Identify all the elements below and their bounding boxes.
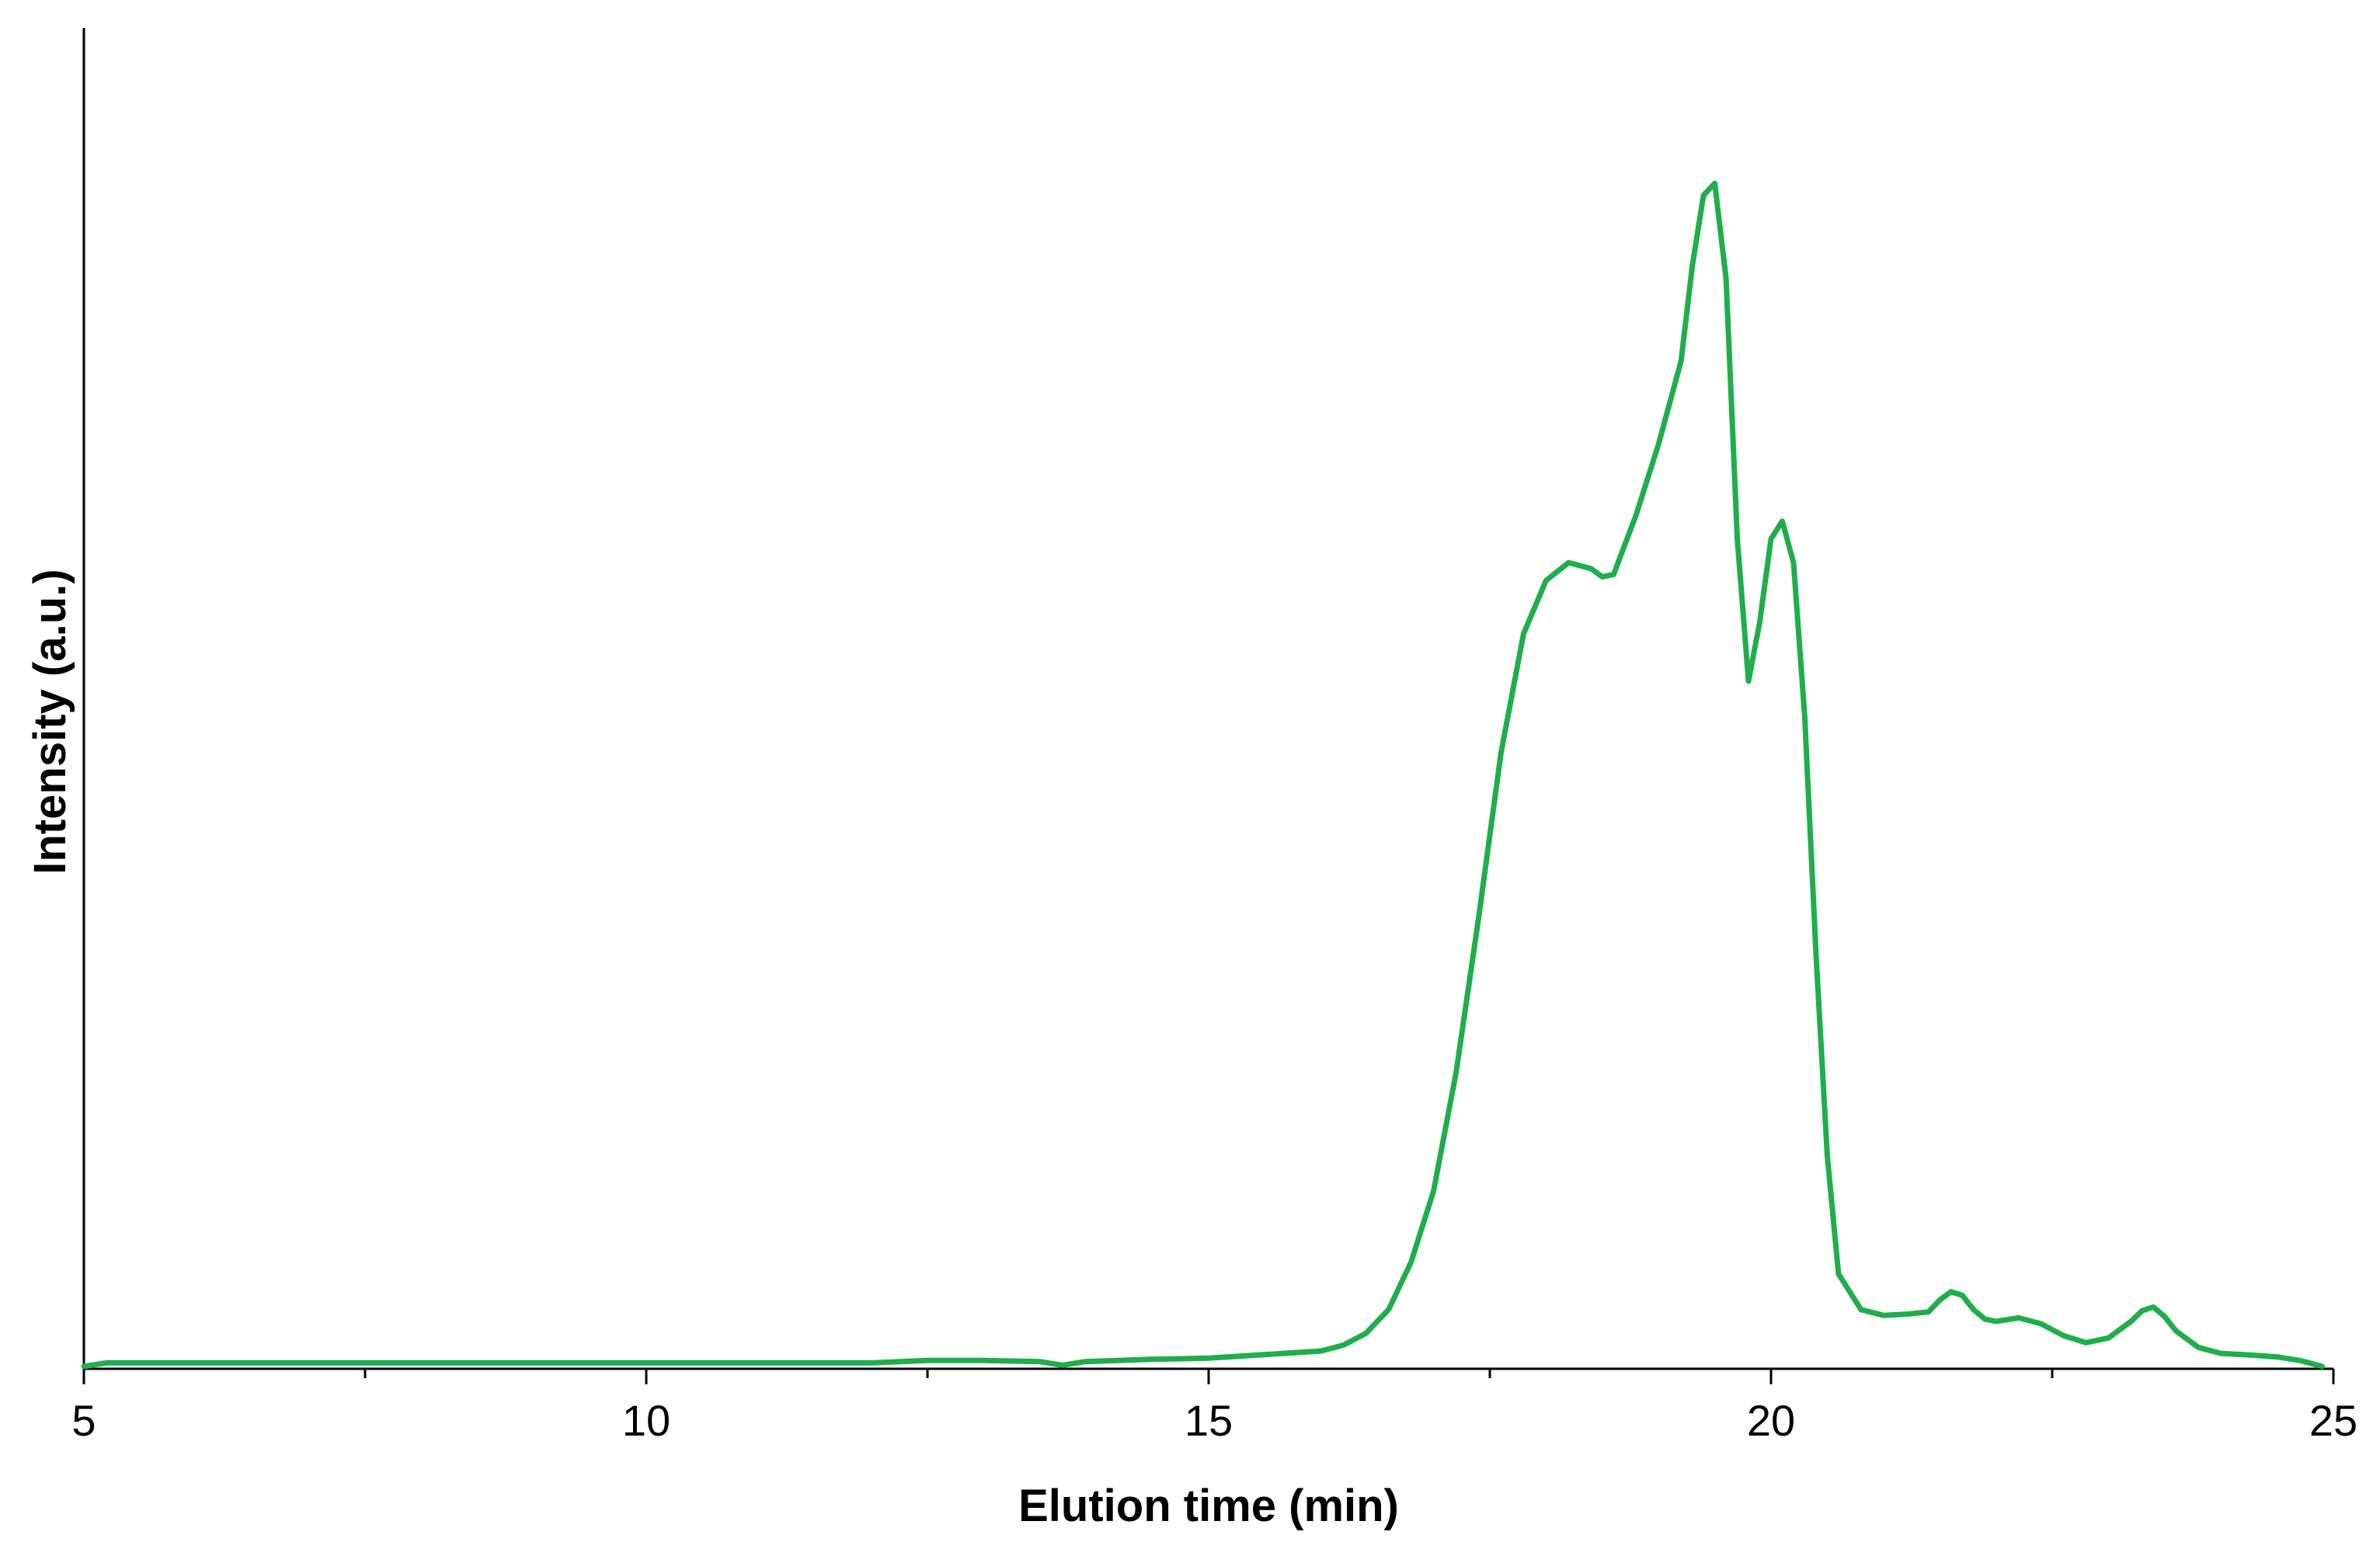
y-axis-title: Intensity (a.u.) bbox=[25, 569, 75, 874]
series-line bbox=[81, 180, 2325, 1370]
x-tick-labels: 5 10 15 20 25 bbox=[71, 1396, 2357, 1445]
x-tick-label: 25 bbox=[2309, 1396, 2357, 1445]
x-tick-label: 20 bbox=[1747, 1396, 1795, 1445]
x-axis-title: Elution time (min) bbox=[1018, 1481, 1399, 1531]
x-tick-label: 10 bbox=[622, 1396, 670, 1445]
x-tick-label: 5 bbox=[71, 1396, 96, 1445]
x-ticks bbox=[82, 1369, 2335, 1384]
x-tick-label: 15 bbox=[1185, 1396, 1233, 1445]
axes bbox=[82, 28, 2333, 1370]
